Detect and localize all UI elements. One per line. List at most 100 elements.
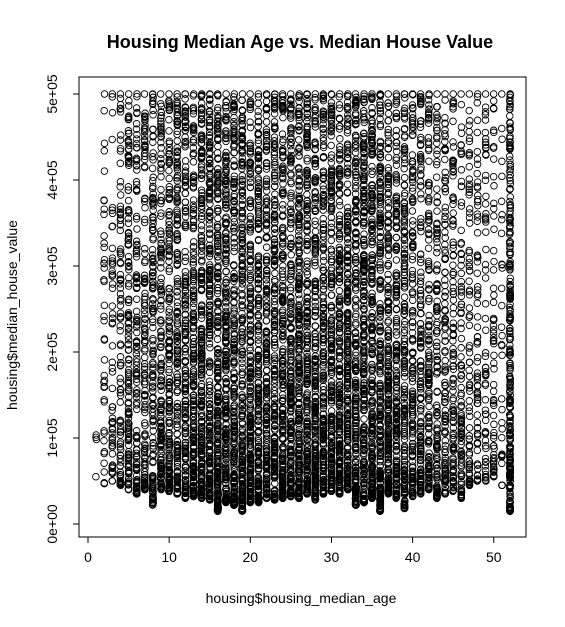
data-point bbox=[124, 477, 133, 486]
data-point bbox=[132, 343, 141, 351]
data-point bbox=[124, 346, 133, 354]
data-point bbox=[205, 220, 214, 228]
data-point bbox=[149, 258, 157, 267]
data-point bbox=[141, 258, 149, 267]
data-point bbox=[197, 139, 206, 148]
data-point bbox=[157, 441, 165, 449]
data-point bbox=[173, 420, 181, 429]
data-point bbox=[116, 468, 125, 476]
data-point bbox=[124, 414, 133, 423]
data-point bbox=[108, 450, 117, 458]
data-point bbox=[140, 363, 149, 371]
data-point bbox=[279, 201, 287, 209]
data-point bbox=[108, 368, 117, 376]
data-point bbox=[157, 423, 165, 431]
data-point bbox=[116, 438, 125, 446]
data-point bbox=[140, 338, 149, 346]
data-point bbox=[157, 248, 166, 257]
data-point bbox=[141, 471, 149, 479]
data-point bbox=[149, 262, 157, 270]
data-point bbox=[149, 363, 157, 371]
data-point bbox=[165, 155, 174, 164]
data-point bbox=[165, 288, 173, 296]
data-point bbox=[140, 370, 149, 378]
data-point bbox=[125, 356, 133, 364]
data-point bbox=[173, 357, 182, 366]
data-point bbox=[124, 112, 133, 120]
data-point bbox=[100, 147, 109, 155]
data-point bbox=[173, 449, 182, 457]
data-point bbox=[165, 404, 174, 412]
data-point bbox=[173, 172, 182, 180]
data-point bbox=[246, 90, 254, 98]
data-point bbox=[116, 226, 125, 235]
data-point bbox=[148, 223, 157, 232]
data-point bbox=[132, 370, 141, 379]
data-point bbox=[116, 284, 125, 292]
data-point bbox=[149, 106, 157, 115]
data-point bbox=[124, 400, 133, 408]
data-point bbox=[173, 274, 182, 283]
data-point bbox=[125, 274, 133, 282]
data-point bbox=[157, 456, 165, 465]
data-point bbox=[92, 472, 100, 481]
data-point bbox=[116, 202, 125, 211]
data-point bbox=[125, 97, 133, 105]
data-point bbox=[132, 143, 141, 152]
data-point bbox=[157, 264, 165, 272]
data-point bbox=[173, 319, 182, 327]
data-point bbox=[116, 428, 125, 436]
data-point bbox=[149, 318, 157, 326]
data-point bbox=[116, 388, 125, 397]
data-point bbox=[116, 422, 125, 430]
data-point bbox=[165, 399, 174, 408]
data-point bbox=[149, 197, 157, 206]
data-point bbox=[173, 490, 181, 498]
data-point bbox=[173, 454, 182, 463]
data-point bbox=[116, 309, 125, 317]
data-point bbox=[157, 427, 165, 435]
data-point bbox=[165, 365, 173, 374]
data-point bbox=[108, 439, 117, 447]
data-point bbox=[108, 319, 116, 328]
data-point bbox=[165, 295, 174, 304]
data-point bbox=[125, 295, 133, 304]
data-point bbox=[132, 249, 141, 258]
data-point bbox=[132, 431, 141, 440]
data-point bbox=[132, 212, 141, 221]
data-point bbox=[165, 230, 174, 238]
data-point bbox=[173, 444, 182, 453]
data-point bbox=[108, 462, 117, 471]
data-point bbox=[287, 251, 295, 259]
data-point bbox=[157, 319, 165, 327]
data-point bbox=[132, 401, 141, 409]
data-point bbox=[124, 236, 133, 245]
data-point bbox=[140, 162, 149, 171]
data-point bbox=[165, 322, 173, 331]
data-point bbox=[116, 104, 125, 113]
data-point bbox=[149, 336, 157, 345]
data-point bbox=[133, 358, 141, 366]
data-point bbox=[181, 198, 190, 206]
data-point bbox=[148, 90, 157, 99]
data-point bbox=[108, 342, 117, 350]
data-point bbox=[140, 405, 149, 414]
data-point bbox=[165, 308, 173, 316]
data-point bbox=[157, 185, 165, 194]
data-point bbox=[173, 90, 181, 98]
data-point bbox=[108, 206, 116, 214]
data-point bbox=[100, 427, 108, 435]
data-point bbox=[124, 127, 133, 135]
data-point bbox=[100, 396, 108, 404]
data-point bbox=[157, 373, 166, 381]
data-point bbox=[149, 226, 157, 235]
data-point bbox=[116, 477, 125, 486]
data-point bbox=[149, 216, 157, 224]
data-point bbox=[133, 92, 141, 101]
data-point bbox=[133, 354, 141, 363]
data-point bbox=[124, 219, 133, 227]
data-point bbox=[173, 118, 182, 126]
data-point bbox=[132, 295, 141, 303]
data-point bbox=[132, 489, 141, 498]
data-point bbox=[213, 335, 222, 343]
